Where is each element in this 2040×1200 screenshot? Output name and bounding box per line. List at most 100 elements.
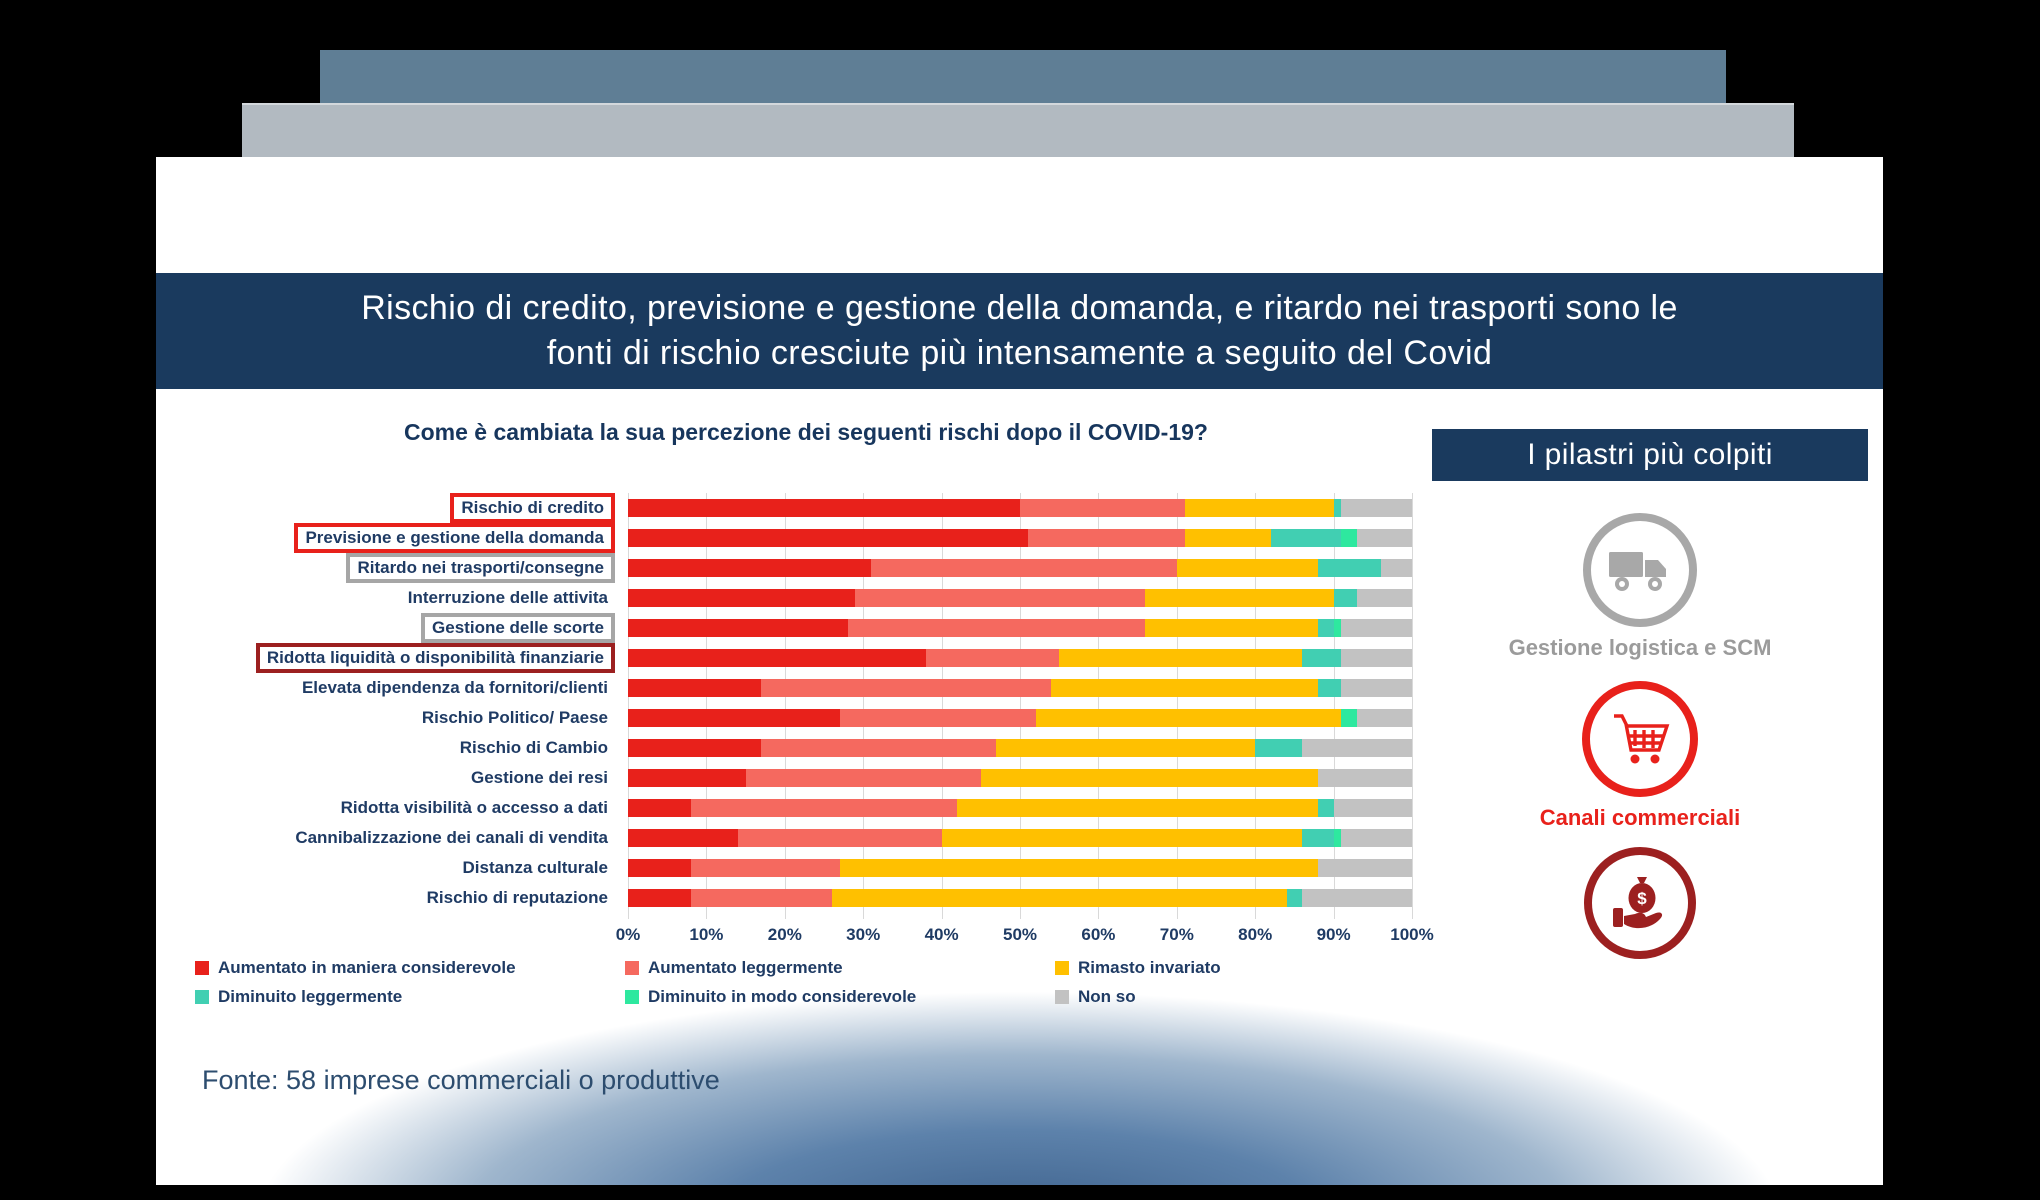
bar-segment xyxy=(847,619,1146,637)
bar-segment xyxy=(628,559,872,577)
category-label: Rischio di Cambio xyxy=(459,738,608,757)
bar-segment xyxy=(628,499,1020,517)
category-label: Gestione delle scorte xyxy=(421,613,615,643)
chart-legend: Aumentato in maniera considerevole Aument… xyxy=(195,953,1221,1011)
bar-segment xyxy=(1357,589,1412,607)
stacked-bar xyxy=(628,739,1412,757)
stacked-bar xyxy=(628,859,1412,877)
gridline-10% xyxy=(706,493,708,919)
bar-segment xyxy=(628,589,856,607)
legend-swatch xyxy=(625,989,639,1004)
stacked-bar xyxy=(628,499,1412,517)
category-label: Rischio di credito xyxy=(450,493,615,523)
bar-segment xyxy=(1357,529,1412,547)
gridline-0% xyxy=(628,493,629,919)
bar-segment xyxy=(1255,739,1303,757)
stacked-bar xyxy=(628,889,1412,907)
bar-segment xyxy=(1341,679,1412,697)
chart-row xyxy=(628,763,1412,793)
bar-segment xyxy=(761,739,997,757)
bar-segment xyxy=(1341,619,1412,637)
bar-segment xyxy=(1341,829,1412,847)
bar-segment xyxy=(1380,559,1412,577)
category-label-row: Rischio Politico/ Paese xyxy=(156,703,620,733)
legend-label: Diminuito leggermente xyxy=(218,986,403,1006)
shopping-cart-icon xyxy=(1582,681,1698,797)
bar-segment xyxy=(628,649,926,667)
bar-segment xyxy=(1317,859,1412,877)
bar-segment xyxy=(1317,559,1381,577)
bar-segment xyxy=(831,889,1287,907)
pillar-logistics: Gestione logistica e SCM xyxy=(1509,513,1771,661)
bar-segment xyxy=(1302,649,1342,667)
money-bag-hand-icon: $ xyxy=(1584,847,1696,959)
x-tick-label: 90% xyxy=(1316,925,1351,944)
legend-swatch xyxy=(1055,989,1069,1004)
bar-segment xyxy=(871,559,1177,577)
pillars-header: I pilastri più colpiti xyxy=(1432,429,1868,481)
chart-row xyxy=(628,553,1412,583)
chart-row xyxy=(628,793,1412,823)
bar-segment xyxy=(761,679,1052,697)
category-label-row: Rischio di reputazione xyxy=(156,883,620,913)
bar-segment xyxy=(745,769,981,787)
bar-segment xyxy=(690,799,958,817)
legend-label: Aumentato in maniera considerevole xyxy=(218,957,516,977)
bar-segment xyxy=(1270,529,1342,547)
category-label: Rischio Politico/ Paese xyxy=(421,708,608,727)
category-label-row: Ridotta visibilità o accesso a dati xyxy=(156,793,620,823)
slide-title-banner: Rischio di credito, previsione e gestion… xyxy=(156,273,1883,389)
category-label-row: Elevata dipendenza da fornitori/clienti xyxy=(156,673,620,703)
pillar-commercial-label: Canali commerciali xyxy=(1539,805,1741,830)
x-tick-label: 30% xyxy=(846,925,881,944)
bar-segment xyxy=(690,859,840,877)
bar-segment xyxy=(1302,739,1412,757)
chart-row xyxy=(628,853,1412,883)
gridline-100% xyxy=(1412,493,1413,919)
bar-segment xyxy=(925,649,1060,667)
slide-title-line2: fonti di rischio cresciute più intensame… xyxy=(546,334,1493,372)
bar-segment xyxy=(628,829,738,847)
category-label: Rischio di reputazione xyxy=(426,888,608,907)
category-label-row: Gestione delle scorte xyxy=(156,613,620,643)
category-label-row: Rischio di credito xyxy=(156,493,620,523)
legend-item: Non so xyxy=(1055,987,1221,1007)
stacked-bar xyxy=(628,589,1412,607)
gridline-20% xyxy=(784,493,786,919)
bar-segment xyxy=(1302,829,1334,847)
legend-label: Diminuito in modo considerevole xyxy=(648,986,917,1006)
bar-segment xyxy=(980,769,1318,787)
stacked-bar-rows xyxy=(628,493,1412,913)
legend-item: Aumentato in maniera considerevole xyxy=(195,958,625,978)
bar-segment xyxy=(737,829,942,847)
category-label-row: Gestione dei resi xyxy=(156,763,620,793)
category-label: Distanza culturale xyxy=(462,858,609,877)
legend-swatch xyxy=(195,989,209,1004)
bar-segment xyxy=(690,889,832,907)
bar-segment xyxy=(1333,619,1342,637)
x-tick-label: 40% xyxy=(924,925,959,944)
legend-item: Aumentato leggermente xyxy=(625,958,1055,978)
legend-label: Non so xyxy=(1078,986,1136,1006)
chart-question-title: Come è cambiata la sua percezione dei se… xyxy=(404,419,1208,445)
x-tick-label: 80% xyxy=(1238,925,1273,944)
legend-swatch xyxy=(195,960,209,975)
x-tick-label: 0% xyxy=(615,925,641,944)
bar-segment xyxy=(1317,799,1334,817)
legend-swatch xyxy=(1055,960,1069,975)
x-tick-label: 70% xyxy=(1159,925,1194,944)
gridline-70% xyxy=(1176,493,1178,919)
pillar-commercial: Canali commerciali xyxy=(1532,681,1748,831)
stacked-bar xyxy=(628,679,1412,697)
category-label: Elevata dipendenza da fornitori/clienti xyxy=(301,678,608,697)
chart-row xyxy=(628,673,1412,703)
x-tick-label: 60% xyxy=(1081,925,1116,944)
chart-row xyxy=(628,643,1412,673)
bar-segment xyxy=(628,799,691,817)
stacked-bar xyxy=(628,559,1412,577)
bar-segment xyxy=(1341,499,1412,517)
legend-swatch xyxy=(625,960,639,975)
category-label: Previsione e gestione della domanda xyxy=(294,523,615,553)
bar-segment xyxy=(628,889,691,907)
